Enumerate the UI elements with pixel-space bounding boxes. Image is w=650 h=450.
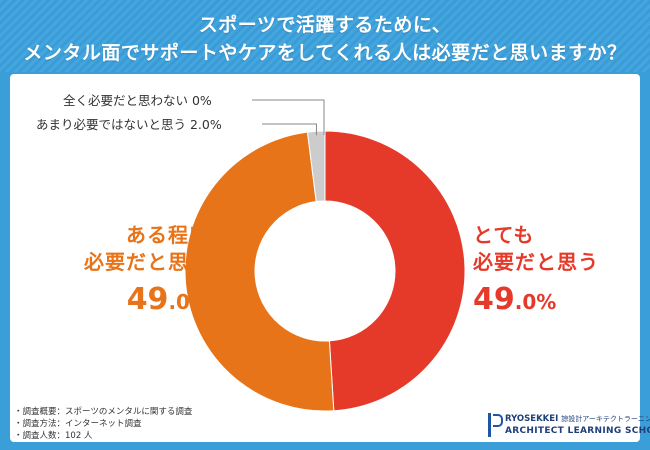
chart-title-line-1: スポーツで活躍するために、	[198, 14, 452, 36]
logo-mark-icon	[488, 413, 503, 437]
label-totemo-percent-int: 49	[473, 282, 515, 317]
label-aruteido-percent-int: 49	[126, 282, 169, 317]
slice-amari-hitsuyou-dewanai	[306, 130, 326, 203]
label-totemo-line2: 必要だと思う	[473, 250, 599, 274]
logo-bottom-text: ARCHITECT LEARNING SCHOOL	[505, 426, 650, 436]
label-aruteido-line2: 必要だと思う	[84, 250, 210, 274]
survey-notes: ・調査概要：スポーツのメンタルに関する調査 ・調査方法：インターネット調査 ・調…	[14, 406, 192, 442]
header-banner: スポーツで活躍するために、 メンタル面でサポートやケアをしてくれる人は必要だと思…	[0, 0, 650, 72]
survey-note: ・調査人数：102 人	[14, 431, 93, 441]
logo-top-text: RYOSEKKEI 諒設計アーキテクトラーニング	[505, 414, 650, 424]
label-aruteido-percent: 49.0%	[60, 278, 210, 324]
survey-note: ・調査方法：インターネット調査	[14, 419, 142, 429]
leader-line-mattaku	[252, 99, 325, 135]
label-totemo-percent-dec: .0%	[514, 290, 557, 314]
logo-top-en: RYOSEKKEI	[505, 414, 559, 424]
ryosekkei-logo: RYOSEKKEI 諒設計アーキテクトラーニング ARCHITECT LEARNI…	[488, 413, 650, 439]
label-aruteido-line1: ある程度	[126, 223, 210, 247]
label-totemo-percent: 49.0%	[473, 278, 623, 324]
label-amari-hitsuyou-dewanai: あまり必要ではないと思う 2.0%	[36, 117, 222, 132]
label-totemo-hitsuyou: とても 必要だと思う 49.0%	[473, 222, 623, 324]
survey-note: ・調査概要：スポーツのメンタルに関する調査	[14, 407, 193, 417]
logo-top-jp: 諒設計アーキテクトラーニング	[561, 415, 650, 423]
label-totemo-line1: とても	[473, 223, 535, 247]
slice-aruteido-hitsuyou	[184, 131, 335, 412]
chart-title-line-2: メンタル面でサポートやケアをしてくれる人は必要だと思いますか？	[23, 42, 627, 64]
label-mattaku-hitsuyou-dewanai: 全く必要だと思わない 0%	[63, 93, 212, 108]
slice-totemo-hitsuyou	[324, 130, 466, 412]
leader-line-amari	[262, 123, 317, 136]
label-aruteido-hitsuyou: ある程度 必要だと思う 49.0%	[60, 222, 210, 324]
label-aruteido-percent-dec: .0%	[168, 290, 210, 314]
